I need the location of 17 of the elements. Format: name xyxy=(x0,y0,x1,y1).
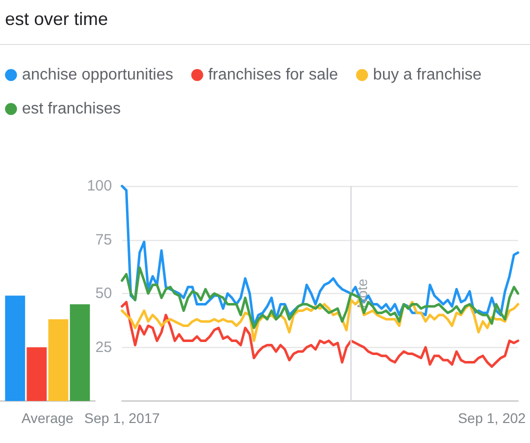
x-tick-label: Average xyxy=(22,410,74,426)
bar xyxy=(48,319,68,401)
legend-label: franchises for sale xyxy=(208,66,338,84)
legend-label: buy a franchise xyxy=(373,66,482,84)
y-tick-label: 100 xyxy=(86,178,112,194)
line-series xyxy=(120,266,520,330)
y-tick-label: 75 xyxy=(95,231,112,248)
y-tick-label: 25 xyxy=(95,338,112,356)
bar xyxy=(26,347,47,401)
x-tick-label: Sep 1, 2017 xyxy=(84,410,160,426)
chart-title: est over time xyxy=(5,9,108,29)
legend-label: anchise opportunities xyxy=(22,66,174,84)
bar xyxy=(5,296,26,401)
bar xyxy=(70,304,90,401)
x-tick-label: Sep 1, 202 xyxy=(458,410,526,426)
legend-label: est franchises xyxy=(22,100,121,118)
y-tick-label: 50 xyxy=(95,285,112,302)
